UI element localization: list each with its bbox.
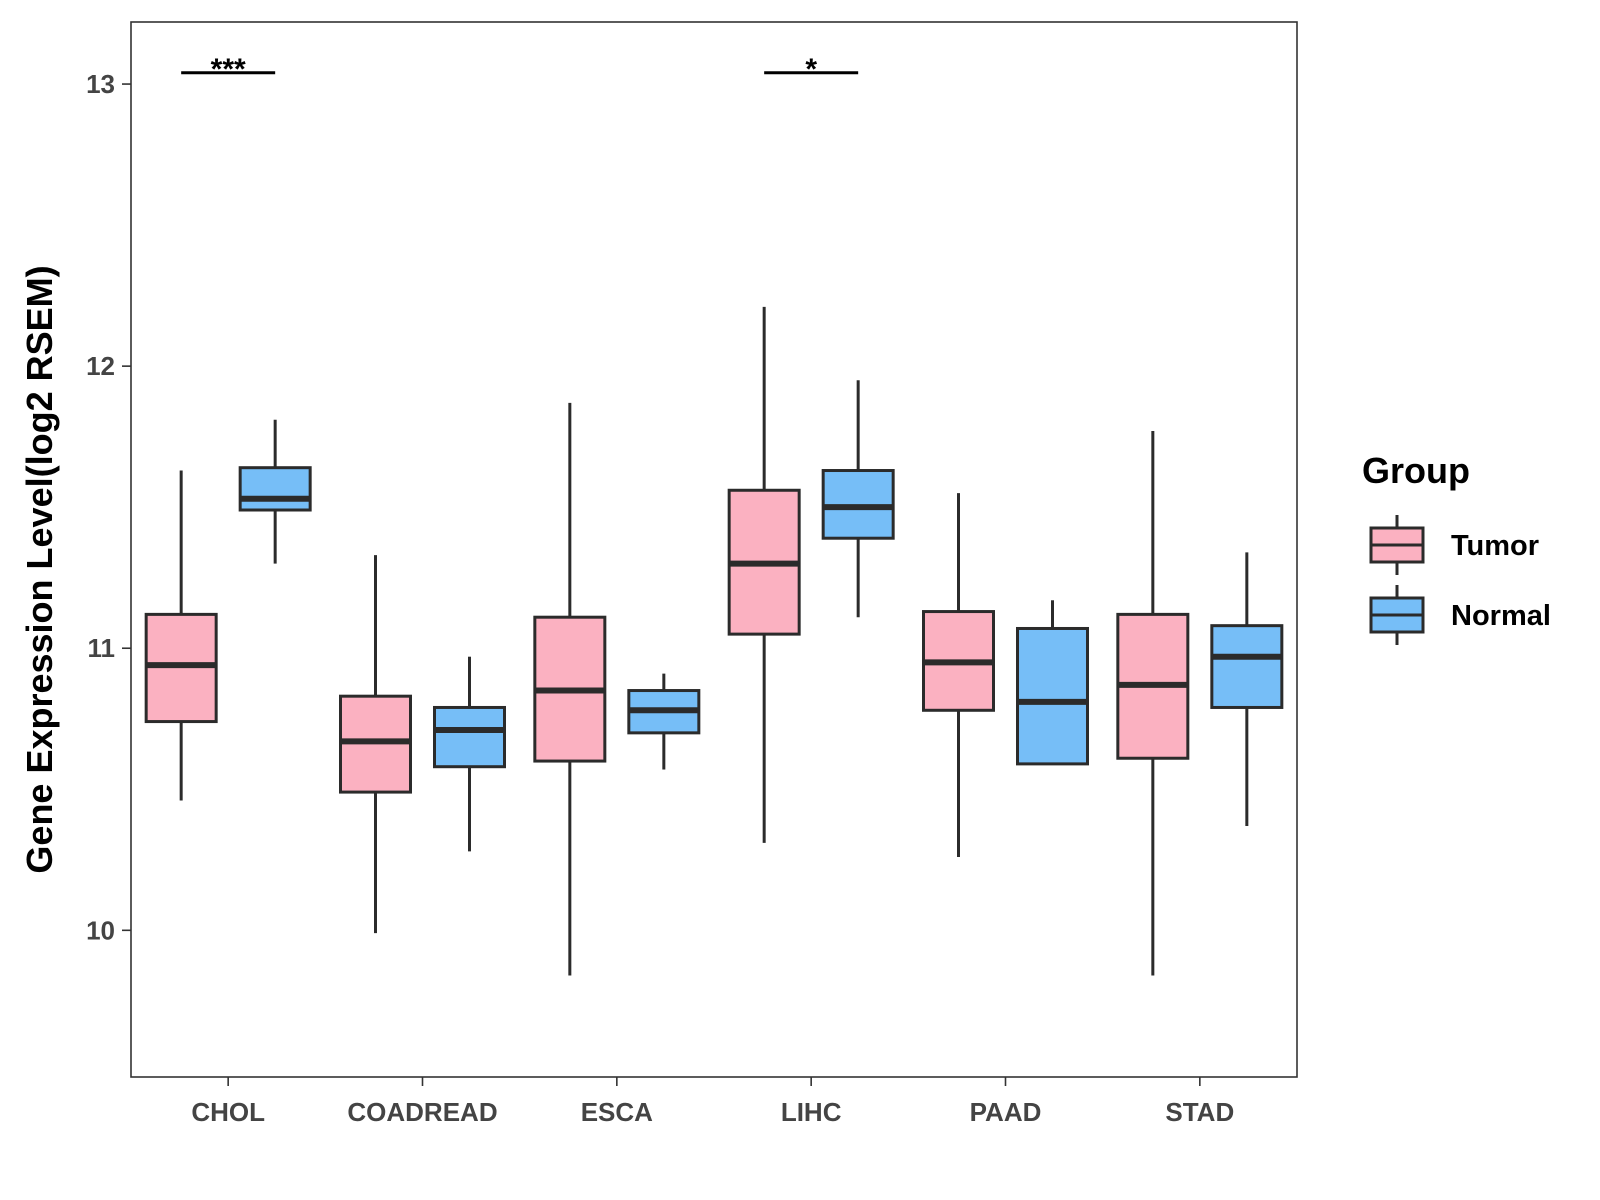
box-normal-chol (238, 419, 312, 564)
box-tumor-esca (533, 402, 607, 976)
y-tick-label-12: 12 (86, 351, 115, 381)
y-tick-label-13: 13 (86, 69, 115, 99)
y-tick-label-10: 10 (86, 915, 115, 945)
box-tumor-lihc (727, 306, 801, 843)
x-tick-label-chol: CHOL (191, 1097, 265, 1127)
legend-item-tumor: Tumor (1369, 515, 1539, 575)
y-tick-label-11: 11 (88, 633, 116, 663)
significance-label-chol: *** (211, 53, 246, 86)
box-body-normal-coadread (433, 705, 506, 769)
y-axis-title: Gene Expression Level(log2 RSEM) (19, 265, 60, 873)
x-tick-label-coadread: COADREAD (347, 1097, 497, 1127)
box-body-normal-stad (1210, 624, 1284, 709)
box-body-normal-paad (1016, 626, 1089, 766)
y-axis: 10 11 12 13 (86, 69, 131, 945)
plot-panel-border (130, 21, 1298, 1078)
box-normal-esca (627, 673, 701, 770)
box-normal-paad (1016, 600, 1089, 766)
legend-label-tumor: Tumor (1451, 530, 1539, 562)
box-tumor-chol (144, 470, 218, 801)
box-normal-lihc (821, 380, 895, 618)
significance-lihc: * (764, 53, 859, 86)
legend-item-normal: Normal (1369, 585, 1551, 645)
x-axis: CHOL COADREAD ESCA LIHC PAAD STAD (191, 1077, 1234, 1127)
box-normal-coadread (433, 656, 506, 852)
box-tumor-coadread (339, 555, 412, 934)
legend: Group Tumor Normal (1362, 450, 1551, 645)
legend-label-normal: Normal (1451, 600, 1551, 632)
box-tumor-stad (1116, 431, 1190, 976)
significance-chol: *** (181, 53, 276, 86)
x-tick-label-paad: PAAD (970, 1097, 1042, 1127)
x-tick-label-stad: STAD (1165, 1097, 1234, 1127)
box-body-normal-chol (238, 466, 312, 512)
x-tick-label-lihc: LIHC (781, 1097, 842, 1127)
significance-label-lihc: * (805, 53, 817, 86)
x-tick-label-esca: ESCA (581, 1097, 653, 1127)
legend-title: Group (1362, 450, 1470, 491)
box-normal-stad (1210, 552, 1284, 826)
plot-marks: *** * (144, 53, 1284, 976)
box-tumor-paad (922, 493, 995, 857)
